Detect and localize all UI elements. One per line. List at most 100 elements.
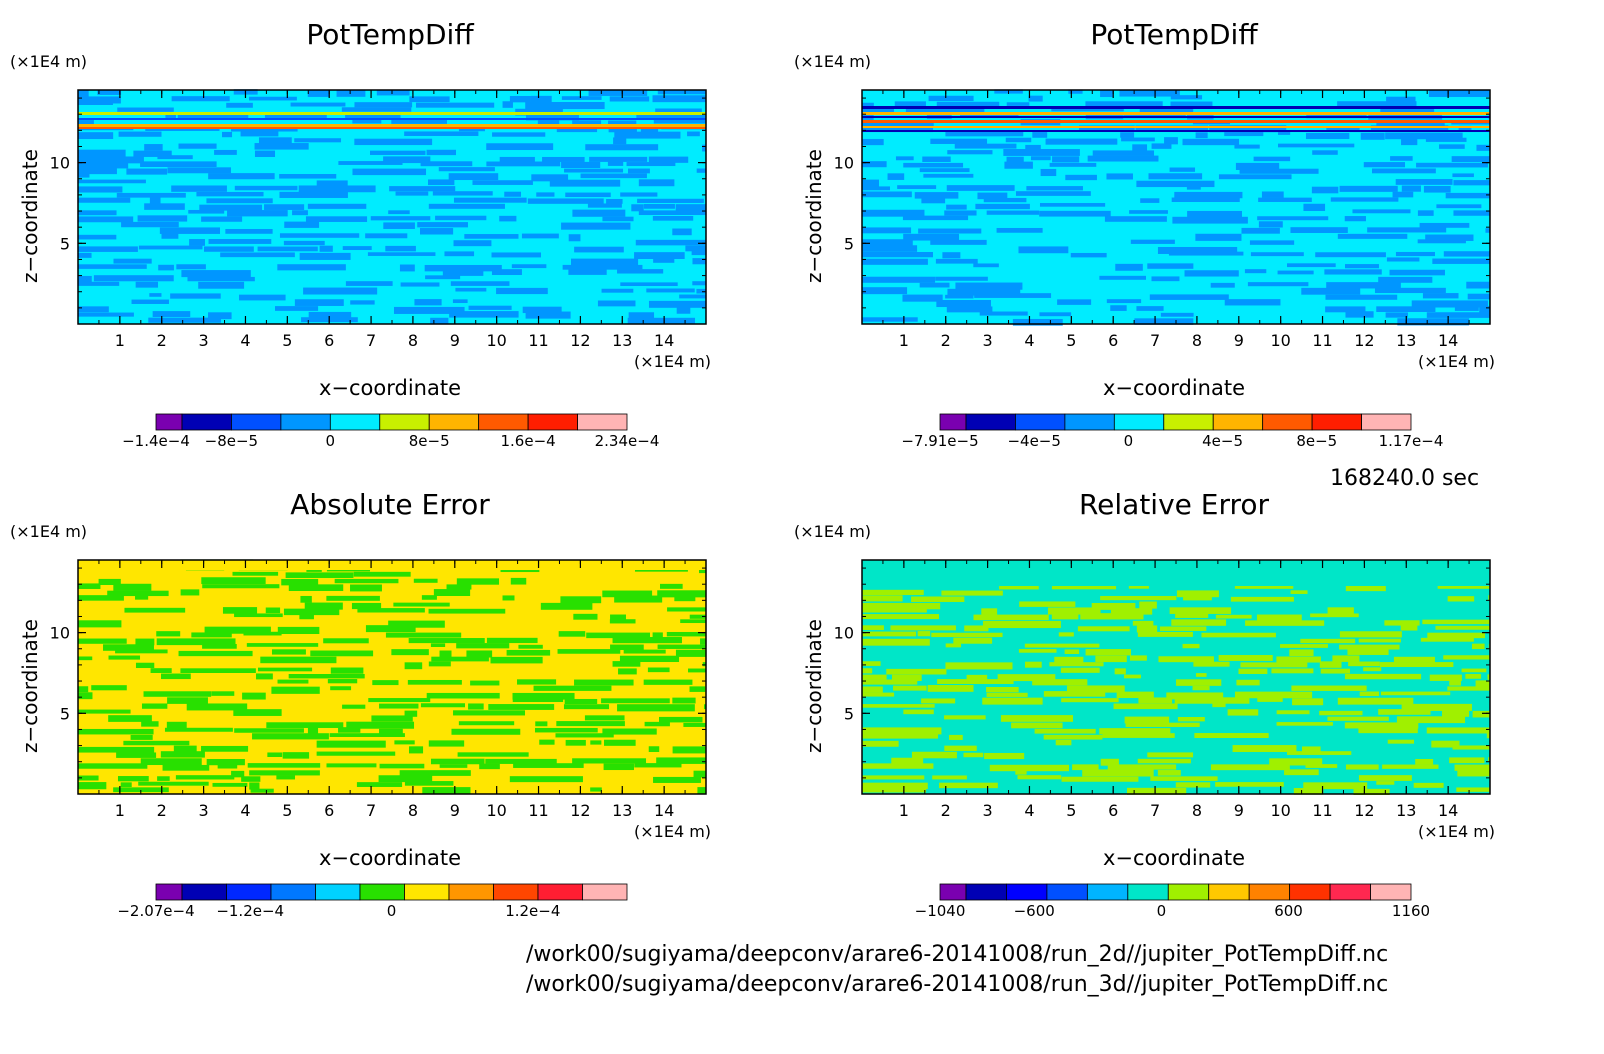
contour-band	[895, 156, 914, 161]
contour-band	[531, 174, 569, 182]
contour-band	[506, 649, 551, 656]
contour-band	[124, 607, 186, 613]
x-tick-label: 5	[1066, 801, 1076, 820]
contour-band	[78, 746, 155, 753]
contour-band	[464, 234, 519, 239]
contour-band	[1276, 656, 1321, 663]
contour-band	[326, 763, 377, 768]
contour-band	[1395, 251, 1435, 257]
contour-band	[1085, 649, 1131, 656]
contour-band	[535, 721, 548, 727]
contour-band	[1467, 293, 1490, 300]
contour-band	[936, 300, 991, 308]
contour-band	[388, 210, 410, 215]
contour-band	[391, 649, 429, 656]
contour-band	[208, 312, 232, 320]
x-tick-label: 5	[282, 801, 292, 820]
colorbar-label: −1.4e−4	[122, 432, 190, 450]
contour-band	[1187, 210, 1242, 218]
contour-band	[352, 168, 427, 176]
x-tick-label: 2	[157, 801, 167, 820]
contour-band	[1466, 281, 1490, 289]
contour-band	[378, 775, 433, 783]
contour-band	[946, 204, 967, 210]
contour-band	[1277, 131, 1291, 135]
contour-band	[135, 595, 149, 600]
x-tick-label: 10	[1270, 331, 1290, 350]
contour-band	[442, 270, 484, 276]
contour-band	[703, 704, 706, 710]
contour-band	[78, 149, 126, 157]
contour-band	[491, 269, 522, 276]
contour-band	[1419, 222, 1470, 228]
contour-band	[652, 95, 706, 103]
contour-band	[292, 210, 308, 216]
contour-band	[1124, 716, 1170, 724]
x-tick-label: 9	[1234, 801, 1244, 820]
contour-band	[1032, 679, 1088, 686]
contour-band	[1169, 607, 1232, 614]
contour-band	[982, 620, 1061, 629]
contour-band	[685, 245, 706, 252]
x-tick-label: 6	[324, 801, 334, 820]
contour-band	[93, 275, 174, 282]
contour-band	[568, 234, 581, 242]
contour-band	[422, 787, 471, 795]
contour-band	[539, 739, 555, 745]
x-tick-label: 7	[366, 801, 376, 820]
contour-band	[1344, 722, 1419, 729]
contour-band	[1151, 143, 1172, 149]
contour-band	[393, 602, 450, 607]
contour-band	[601, 288, 634, 293]
contour-band	[936, 101, 1000, 107]
contour-band	[1239, 168, 1319, 174]
contour-band	[1395, 179, 1453, 185]
contour-band	[1114, 668, 1126, 675]
contour-band	[1126, 787, 1187, 795]
colorbar-cell	[1248, 883, 1291, 901]
contour-band	[1458, 125, 1472, 131]
contour-band	[590, 787, 602, 792]
panel-pottempdiff-2d: PotTempDiff (×1E4 m) z−coordinate (×1E4 m) x…	[0, 0, 780, 470]
contour-band	[984, 752, 1025, 760]
contour-band	[78, 197, 131, 203]
colorbar-cell	[1212, 413, 1264, 431]
contour-band	[288, 584, 344, 592]
x-tick-label: 10	[1270, 801, 1290, 820]
contour-band	[304, 602, 343, 610]
contour-band	[636, 113, 706, 119]
colorbar-cell	[577, 413, 628, 431]
contour-band	[1456, 787, 1490, 792]
contour-band	[1443, 251, 1490, 257]
contour-band	[1339, 185, 1398, 192]
contour-band	[78, 186, 123, 193]
contour-band	[653, 119, 706, 124]
contour-band	[1136, 306, 1164, 311]
contour-band	[989, 764, 1070, 772]
contour-band	[862, 704, 935, 708]
contour-band	[565, 739, 586, 746]
contour-band	[1280, 644, 1328, 648]
contour-band	[327, 679, 358, 684]
contour-band	[117, 776, 149, 782]
colorbar-cell	[155, 883, 183, 901]
contour-band	[370, 216, 431, 221]
contour-band	[683, 722, 706, 727]
contour-band	[635, 239, 706, 246]
contour-band	[1291, 685, 1367, 691]
contour-band	[1261, 191, 1284, 198]
contour-band	[937, 679, 1014, 684]
contour-band	[404, 662, 423, 670]
chart-title: Absolute Error	[290, 488, 490, 521]
x-tick-label: 9	[450, 331, 460, 350]
contour-band	[1345, 264, 1379, 269]
contour-band	[610, 614, 626, 620]
contour-band	[1039, 312, 1072, 317]
contour-band	[415, 102, 495, 108]
contour-band	[1452, 745, 1490, 750]
contour-band	[562, 264, 643, 270]
contour-band	[1129, 655, 1147, 661]
contour-band	[108, 715, 152, 722]
contour-band	[527, 198, 604, 204]
contour-band	[1244, 269, 1267, 274]
